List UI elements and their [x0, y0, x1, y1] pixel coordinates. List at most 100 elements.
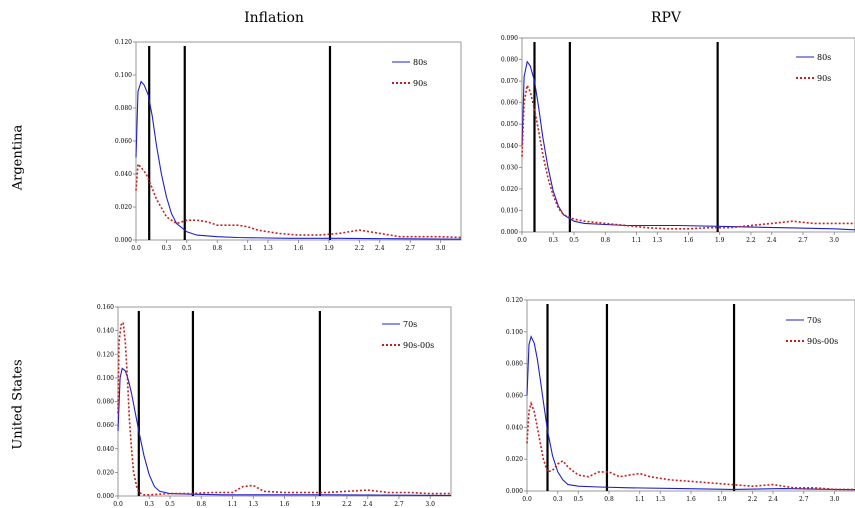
y-tick-label: 0.000 — [501, 229, 518, 236]
x-tick-label: 0.0 — [522, 496, 532, 503]
y-tick-label: 0.040 — [501, 143, 518, 150]
y-tick-label: 0.060 — [115, 138, 132, 145]
x-tick-label: 1.9 — [324, 245, 334, 252]
y-tick-label: 0.120 — [115, 39, 132, 46]
plot-frame — [117, 306, 452, 497]
y-tick-label: 0.000 — [506, 488, 523, 495]
x-tick-label: 0.5 — [165, 501, 175, 508]
y-tick-label: 0.020 — [506, 456, 523, 463]
plot-frame — [526, 299, 855, 492]
plot-frame — [521, 37, 855, 233]
y-tick-label: 0.060 — [97, 422, 114, 429]
x-tick-label: 1.3 — [653, 237, 663, 244]
x-tick-label: 3.0 — [830, 496, 840, 503]
x-tick-label: 2.4 — [768, 496, 778, 503]
x-tick-label: 2.2 — [342, 501, 352, 508]
x-tick-label: 1.1 — [635, 496, 645, 503]
y-tick-label: 0.100 — [115, 72, 132, 79]
y-tick-label: 0.040 — [115, 171, 132, 178]
x-tick-label: 2.4 — [375, 245, 385, 252]
x-tick-label: 0.0 — [517, 237, 527, 244]
y-tick-label: 0.160 — [97, 304, 114, 311]
y-tick-label: 0.080 — [97, 399, 114, 406]
legend-label: 90s-00s — [403, 341, 434, 350]
column-title-inflation: Inflation — [244, 10, 304, 26]
x-tick-label: 0.5 — [569, 237, 579, 244]
x-tick-label: 0.3 — [548, 237, 558, 244]
legend-label: 70s — [807, 316, 821, 325]
y-tick-label: 0.020 — [501, 186, 518, 193]
legend-label: 80s — [817, 53, 831, 62]
chart-us-rpv: 0.000 0.020 0.040 0.060 0.080 0.100 0.120 0.0 0.… — [506, 297, 855, 503]
x-tick-label: 2.2 — [746, 237, 756, 244]
x-tick-label: 3.0 — [436, 245, 446, 252]
series-line-80s — [135, 80, 462, 240]
chart-arg-inflation: 0.000 0.020 0.040 0.060 0.080 0.100 0.120 0.0 0.… — [115, 39, 462, 252]
y-tick-label: 0.120 — [506, 297, 523, 304]
x-tick-label: 1.6 — [294, 245, 304, 252]
x-tick-label: 0.8 — [604, 496, 614, 503]
y-tick-label: 0.030 — [501, 164, 518, 171]
x-tick-label: 2.4 — [767, 237, 777, 244]
y-tick-label: 0.060 — [501, 100, 518, 107]
y-tick-label: 0.140 — [97, 328, 114, 335]
y-tick-label: 0.060 — [506, 393, 523, 400]
x-tick-label: 1.9 — [717, 496, 727, 503]
x-tick-label: 3.0 — [829, 237, 839, 244]
series-line-90s-00s — [117, 320, 451, 496]
x-tick-label: 0.0 — [113, 501, 123, 508]
y-tick-label: 0.020 — [97, 469, 114, 476]
y-tick-label: 0.090 — [501, 35, 518, 42]
y-tick-label: 0.000 — [97, 493, 114, 500]
series-line-80s — [521, 60, 855, 231]
x-tick-label: 0.8 — [196, 501, 206, 508]
x-tick-label: 1.3 — [655, 496, 665, 503]
x-tick-label: 3.0 — [425, 501, 435, 508]
series-line-90s — [521, 82, 855, 230]
y-tick-label: 0.000 — [115, 237, 132, 244]
x-tick-label: 2.2 — [748, 496, 758, 503]
y-tick-label: 0.070 — [501, 78, 518, 85]
y-tick-label: 0.100 — [97, 375, 114, 382]
x-tick-label: 1.6 — [280, 501, 290, 508]
x-tick-label: 2.2 — [355, 245, 365, 252]
x-tick-label: 1.6 — [686, 496, 696, 503]
x-tick-label: 1.9 — [311, 501, 321, 508]
y-tick-label: 0.010 — [501, 207, 518, 214]
x-tick-label: 0.5 — [573, 496, 583, 503]
y-tick-label: 0.100 — [506, 329, 523, 336]
series-line-70s — [526, 335, 855, 491]
legend-label: 70s — [403, 320, 417, 329]
legend-label: 90s — [413, 79, 427, 88]
x-tick-label: 0.8 — [212, 245, 222, 252]
y-tick-label: 0.080 — [506, 361, 523, 368]
y-tick-label: 0.020 — [115, 204, 132, 211]
x-tick-label: 1.1 — [632, 237, 642, 244]
chart-us-inflation: 0.000 0.020 0.040 0.060 0.080 0.100 0.120 0.140… — [97, 304, 452, 508]
chart-arg-rpv: 0.000 0.010 0.020 0.030 0.040 0.050 0.060 0.070… — [501, 35, 855, 244]
legend-label: 90s-00s — [807, 337, 838, 346]
x-tick-label: 0.5 — [182, 245, 192, 252]
series-line-70s — [117, 367, 452, 496]
y-tick-label: 0.080 — [501, 57, 518, 64]
x-tick-label: 1.1 — [243, 245, 253, 252]
x-tick-label: 1.1 — [228, 501, 238, 508]
x-tick-label: 1.3 — [263, 245, 273, 252]
x-tick-label: 1.6 — [684, 237, 694, 244]
x-tick-label: 1.3 — [249, 501, 259, 508]
y-tick-label: 0.040 — [506, 424, 523, 431]
x-tick-label: 2.7 — [799, 496, 809, 503]
legend-label: 90s — [817, 74, 831, 83]
x-tick-label: 0.3 — [162, 245, 172, 252]
x-tick-label: 0.8 — [600, 237, 610, 244]
y-tick-label: 0.050 — [501, 121, 518, 128]
series-line-90s — [135, 162, 462, 239]
x-tick-label: 1.9 — [715, 237, 725, 244]
column-title-rpv: RPV — [650, 10, 682, 26]
x-tick-label: 2.7 — [405, 245, 415, 252]
x-tick-label: 0.3 — [144, 501, 154, 508]
x-tick-label: 2.4 — [363, 501, 373, 508]
x-tick-label: 2.7 — [798, 237, 808, 244]
y-tick-label: 0.040 — [97, 446, 114, 453]
